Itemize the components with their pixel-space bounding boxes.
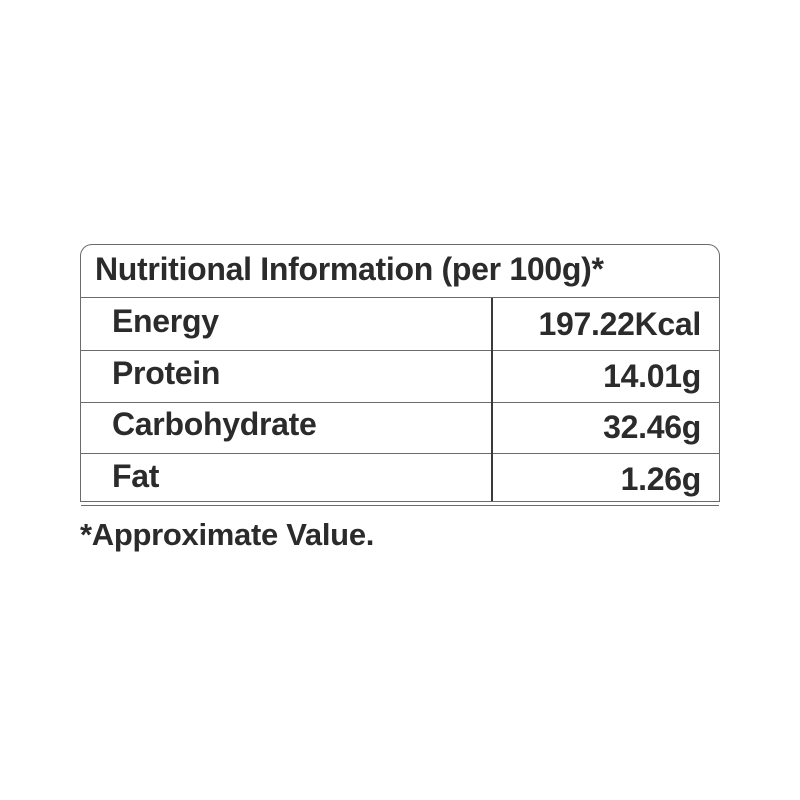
row-label: Protein — [112, 354, 221, 391]
table-row: Energy 197.22Kcal — [81, 299, 719, 351]
row-label: Fat — [112, 457, 160, 494]
row-value: 197.22Kcal — [538, 306, 702, 342]
row-value: 1.26g — [620, 460, 702, 497]
table-header: Nutritional Information (per 100g)* — [81, 245, 719, 298]
nutrition-table: Nutritional Information (per 100g)* Ener… — [80, 244, 720, 506]
table-row: Fat 1.26g — [81, 454, 719, 506]
row-label: Carbohydrate — [112, 406, 317, 442]
footnote: *Approximate Value. — [80, 517, 375, 552]
column-divider — [491, 298, 493, 501]
table-title: Nutritional Information (per 100g)* — [95, 251, 604, 287]
row-label: Energy — [112, 303, 219, 339]
table-row: Protein 14.01g — [81, 351, 719, 403]
row-value: 14.01g — [603, 357, 701, 394]
row-value: 32.46g — [603, 409, 701, 445]
table-row: Carbohydrate 32.46g — [81, 402, 719, 454]
